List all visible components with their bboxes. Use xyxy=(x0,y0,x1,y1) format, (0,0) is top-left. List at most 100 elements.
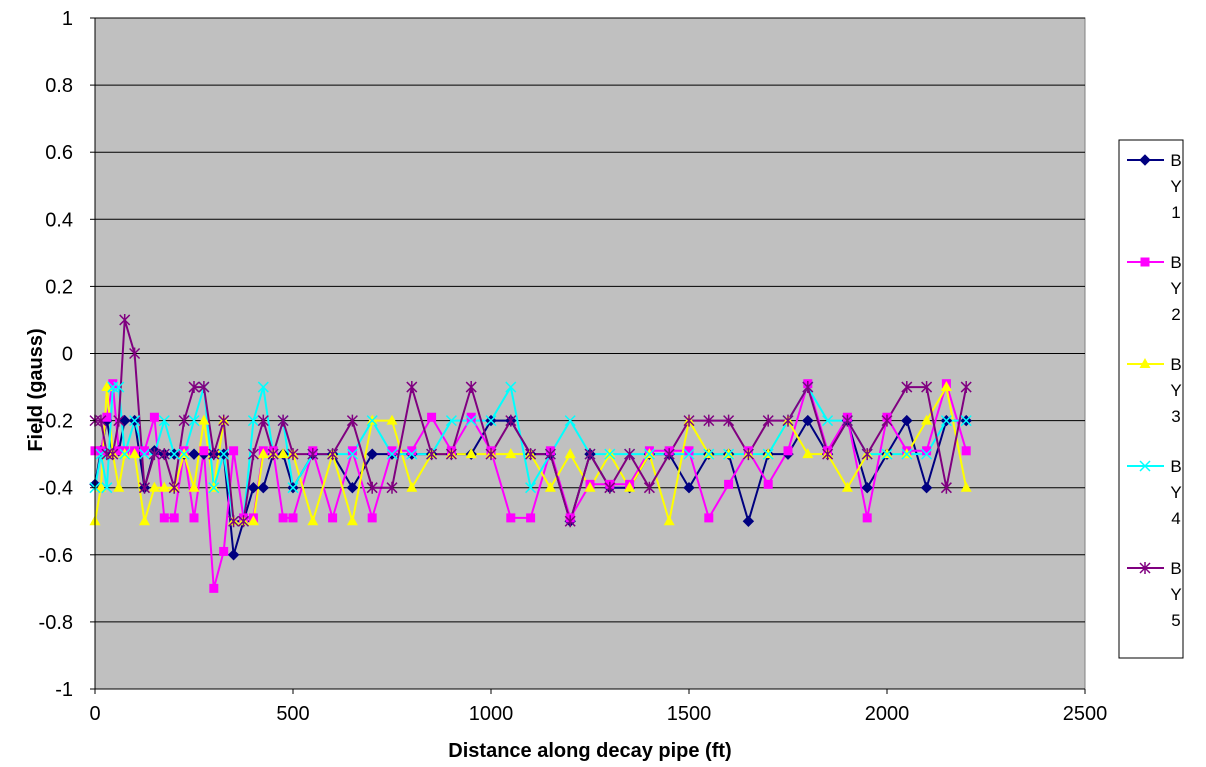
legend-label: 3 xyxy=(1171,407,1180,426)
data-point xyxy=(169,513,179,523)
data-point xyxy=(703,448,715,460)
data-point xyxy=(525,448,537,461)
data-point xyxy=(960,415,972,427)
data-point xyxy=(703,414,715,427)
data-point xyxy=(178,448,190,460)
data-point xyxy=(347,446,357,456)
data-point xyxy=(247,415,259,427)
legend-label: B xyxy=(1170,355,1181,374)
data-point xyxy=(138,481,151,494)
y-tick-label: 0.4 xyxy=(45,209,73,231)
y-tick-label: -0.2 xyxy=(39,411,73,433)
data-point xyxy=(209,583,219,593)
data-point xyxy=(178,414,190,427)
data-point xyxy=(95,481,107,492)
legend-label: Y xyxy=(1170,483,1181,502)
data-point xyxy=(228,515,240,528)
data-point xyxy=(427,412,437,422)
legend-label: 5 xyxy=(1171,611,1180,630)
data-point xyxy=(247,448,259,461)
data-point xyxy=(386,448,398,460)
data-point xyxy=(961,446,971,456)
data-point xyxy=(841,414,853,427)
data-point xyxy=(663,448,675,461)
data-point xyxy=(723,414,735,427)
data-point xyxy=(287,448,299,461)
data-point xyxy=(189,513,199,523)
data-point xyxy=(218,448,230,460)
data-point xyxy=(881,414,893,427)
data-point xyxy=(114,446,124,456)
data-point xyxy=(881,448,893,460)
data-point xyxy=(604,448,616,460)
legend-label: Y xyxy=(1170,177,1181,196)
data-point xyxy=(346,481,359,494)
data-point xyxy=(742,515,755,527)
data-point xyxy=(485,448,497,461)
data-point xyxy=(762,448,774,460)
data-point xyxy=(148,481,160,492)
data-point xyxy=(426,448,438,461)
data-point xyxy=(107,448,119,461)
data-point xyxy=(219,546,229,556)
data-point xyxy=(763,479,773,489)
data-point xyxy=(407,446,417,456)
data-point xyxy=(188,448,200,460)
data-point xyxy=(327,448,339,461)
data-point xyxy=(158,481,170,492)
y-tick-label: -0.8 xyxy=(39,612,73,634)
data-point xyxy=(505,414,517,427)
data-point xyxy=(704,513,714,523)
legend-box xyxy=(1118,139,1184,659)
data-point xyxy=(366,448,378,460)
data-point xyxy=(802,381,814,394)
data-point xyxy=(208,482,220,494)
data-point xyxy=(544,481,556,492)
data-point xyxy=(218,414,230,427)
data-point xyxy=(505,448,517,459)
data-point xyxy=(901,381,913,394)
data-point xyxy=(802,414,814,427)
x-tick-label: 0 xyxy=(89,703,100,725)
data-point xyxy=(485,415,497,427)
x-axis-title: Distance along decay pipe (ft) xyxy=(448,740,731,762)
series-markers xyxy=(89,313,972,593)
data-point xyxy=(624,448,636,461)
data-point xyxy=(822,415,834,427)
data-point xyxy=(584,481,596,492)
data-point xyxy=(129,415,141,427)
data-point xyxy=(168,481,180,494)
data-point xyxy=(406,381,418,394)
data-point xyxy=(229,446,239,456)
data-point xyxy=(188,381,200,394)
data-point xyxy=(921,414,933,425)
data-point xyxy=(328,513,338,523)
data-point xyxy=(465,381,477,394)
data-point xyxy=(683,414,695,427)
data-point xyxy=(465,415,477,427)
data-point xyxy=(624,481,636,492)
grid-lines xyxy=(95,17,1085,623)
data-point xyxy=(465,448,477,459)
data-point xyxy=(113,481,125,492)
data-point xyxy=(1139,562,1151,574)
data-point xyxy=(1140,257,1150,267)
legend-label: Y xyxy=(1170,279,1181,298)
data-point xyxy=(663,515,675,526)
data-point xyxy=(683,448,695,460)
data-point xyxy=(257,381,269,393)
data-point xyxy=(257,414,269,427)
data-point xyxy=(564,448,576,459)
data-point xyxy=(643,448,655,460)
data-point xyxy=(584,448,596,461)
x-tick-label: 2000 xyxy=(865,703,910,725)
legend-label: B xyxy=(1170,151,1181,170)
data-point xyxy=(921,381,933,394)
data-point xyxy=(366,415,378,427)
data-point xyxy=(119,448,131,460)
data-point xyxy=(862,513,872,523)
y-tick-label: 0.2 xyxy=(45,276,73,298)
x-tick-label: 1500 xyxy=(667,703,712,725)
data-point xyxy=(101,381,113,392)
data-point xyxy=(198,414,210,425)
